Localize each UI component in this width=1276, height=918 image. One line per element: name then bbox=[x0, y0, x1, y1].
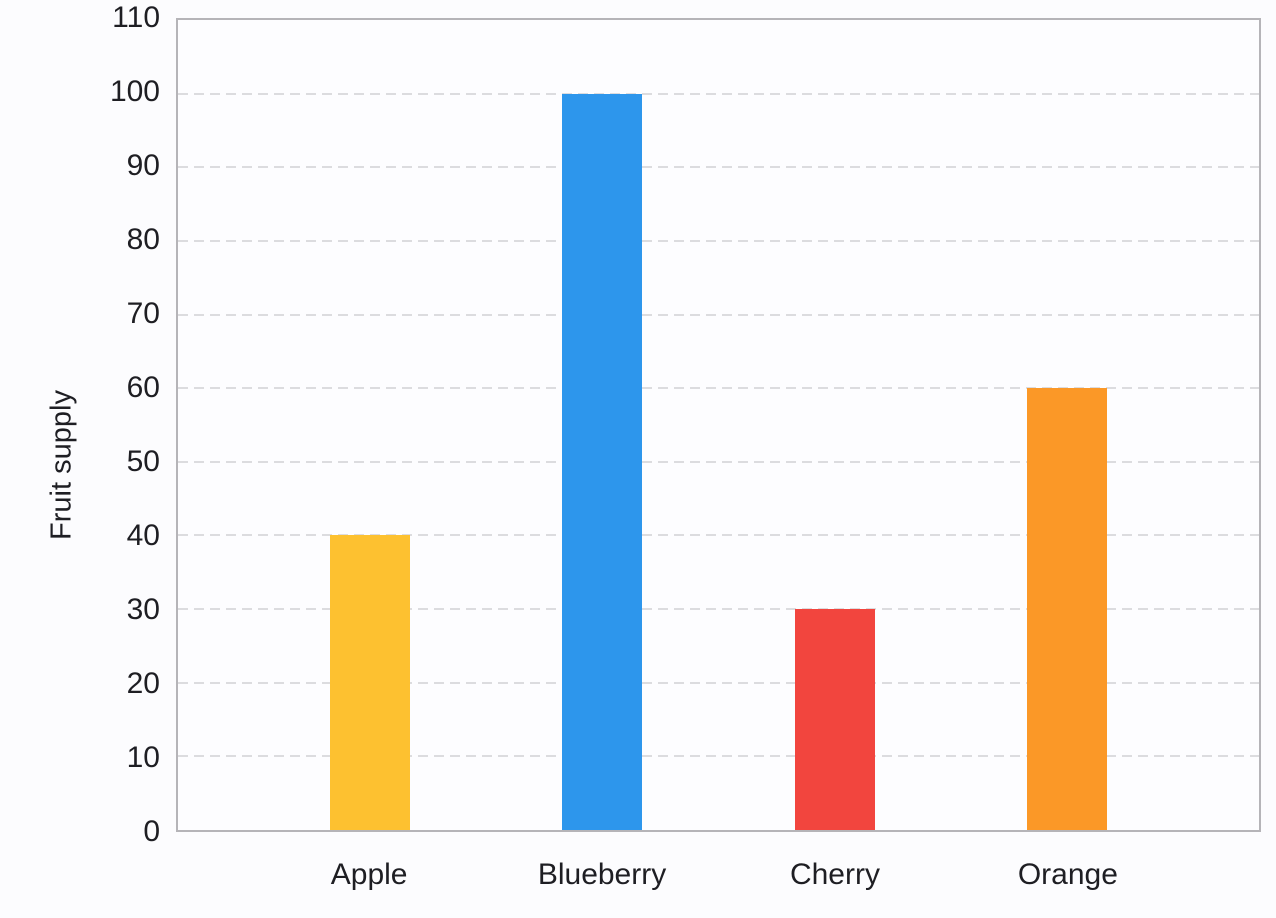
bar-apple bbox=[330, 535, 411, 830]
gridline-80 bbox=[178, 239, 1259, 242]
y-axis: 0 10 20 30 40 50 60 70 80 90 100 110 bbox=[0, 3, 160, 847]
bar-orange bbox=[1026, 388, 1107, 830]
x-tick-label-orange: Orange bbox=[1017, 858, 1118, 891]
x-tick-label-cherry: Cherry bbox=[789, 858, 880, 891]
bar-cherry bbox=[794, 609, 875, 830]
x-tick-label-apple: Apple bbox=[330, 858, 408, 891]
gridline-90 bbox=[178, 166, 1259, 169]
y-tick-label-110: 110 bbox=[112, 1, 160, 34]
y-tick-label-10: 10 bbox=[126, 741, 160, 774]
gridline-60 bbox=[178, 387, 1259, 390]
gridline-70 bbox=[178, 313, 1259, 316]
y-tick-label-30: 30 bbox=[126, 593, 160, 626]
x-axis: Apple Blueberry Cherry Orange bbox=[176, 848, 1261, 902]
gridline-20 bbox=[178, 681, 1259, 684]
y-tick-label-100: 100 bbox=[109, 75, 160, 108]
y-tick-label-20: 20 bbox=[126, 667, 160, 700]
plot-area bbox=[176, 18, 1261, 832]
y-tick-label-70: 70 bbox=[126, 297, 160, 330]
y-tick-label-90: 90 bbox=[126, 149, 160, 182]
y-tick-label-40: 40 bbox=[126, 519, 160, 552]
x-tick-label-blueberry: Blueberry bbox=[537, 858, 667, 891]
y-tick-label-80: 80 bbox=[126, 223, 160, 256]
gridline-40 bbox=[178, 534, 1259, 537]
y-tick-label-0: 0 bbox=[143, 815, 160, 848]
y-tick-label-60: 60 bbox=[126, 371, 160, 404]
bar-blueberry bbox=[562, 93, 643, 830]
gridline-10 bbox=[178, 755, 1259, 758]
y-tick-label-50: 50 bbox=[126, 445, 160, 478]
gridline-50 bbox=[178, 460, 1259, 463]
gridline-30 bbox=[178, 608, 1259, 611]
gridline-100 bbox=[178, 92, 1259, 95]
